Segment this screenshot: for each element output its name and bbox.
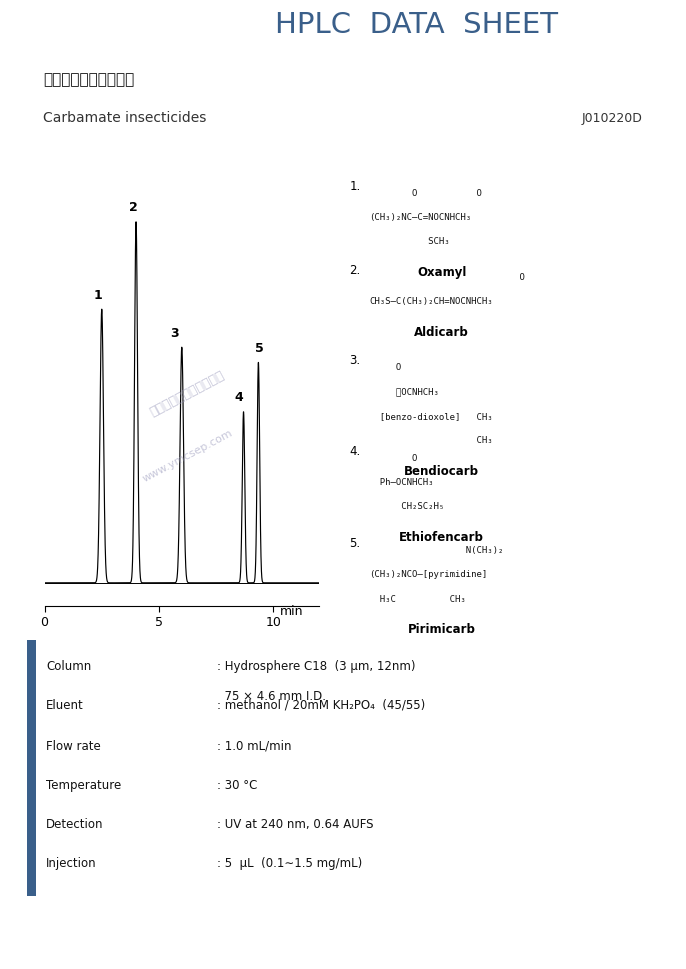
Text: : 1.0 mL/min: : 1.0 mL/min — [217, 739, 292, 753]
Text: : 5  μL  (0.1∼1.5 mg/mL): : 5 μL (0.1∼1.5 mg/mL) — [217, 857, 362, 869]
Text: : methanol / 20mM KH₂PO₄  (45/55): : methanol / 20mM KH₂PO₄ (45/55) — [217, 699, 425, 711]
Text: Aldicarb: Aldicarb — [414, 326, 469, 338]
Text: Detection: Detection — [47, 818, 104, 831]
Text: (CH₃)₂NCO–[pyrimidine]: (CH₃)₂NCO–[pyrimidine] — [369, 571, 488, 579]
Text: 3.: 3. — [350, 355, 361, 367]
Text: Bendiocarb: Bendiocarb — [404, 464, 480, 478]
Text: 1: 1 — [93, 289, 102, 301]
Text: Pirimicarb: Pirimicarb — [408, 623, 475, 637]
Text: 75 × 4.6 mm I.D.: 75 × 4.6 mm I.D. — [217, 690, 326, 703]
Text: CH₃: CH₃ — [369, 436, 493, 445]
Text: : UV at 240 nm, 0.64 AUFS: : UV at 240 nm, 0.64 AUFS — [217, 818, 373, 831]
Text: Oxamyl: Oxamyl — [417, 266, 466, 279]
Text: SCH₃: SCH₃ — [369, 237, 450, 246]
Text: : 30 °C: : 30 °C — [217, 779, 257, 793]
Text: 2: 2 — [129, 202, 138, 214]
Text: O: O — [369, 363, 401, 372]
Text: Injection: Injection — [47, 857, 97, 869]
Bar — [27, 640, 36, 896]
Text: O: O — [369, 453, 418, 462]
Text: 1.: 1. — [350, 180, 361, 193]
Text: [benzo-dioxole]   CH₃: [benzo-dioxole] CH₃ — [369, 412, 493, 421]
Text: HPLC  DATA  SHEET: HPLC DATA SHEET — [275, 12, 558, 39]
Text: J010220D: J010220D — [582, 111, 643, 125]
Text: CH₃S–C(CH₃)₂CH=NOCNHCH₃: CH₃S–C(CH₃)₂CH=NOCNHCH₃ — [369, 297, 493, 306]
Text: Temperature: Temperature — [47, 779, 121, 793]
Text: (CH₃)₂NC–C=NOCNHCH₃: (CH₃)₂NC–C=NOCNHCH₃ — [369, 213, 471, 222]
Text: H₃C          CH₃: H₃C CH₃ — [369, 595, 466, 604]
Text: : Hydrosphere C18  (3 μm, 12nm): : Hydrosphere C18 (3 μm, 12nm) — [217, 660, 415, 673]
Text: 4: 4 — [234, 391, 243, 404]
Text: SEPARATION TECHNOLOGY: SEPARATION TECHNOLOGY — [12, 39, 70, 43]
Text: N(CH₃)₂: N(CH₃)₂ — [369, 547, 504, 555]
Text: 5.: 5. — [350, 537, 361, 550]
Text: 4.: 4. — [350, 445, 361, 457]
Text: 3: 3 — [171, 327, 179, 339]
Text: www.ymcsep.com: www.ymcsep.com — [141, 427, 234, 484]
Text: O: O — [369, 272, 525, 282]
Text: O           O: O O — [369, 189, 482, 198]
Text: YMC: YMC — [12, 6, 56, 24]
Text: Ethiofencarb: Ethiofencarb — [399, 531, 484, 544]
Text: ∥OCNHCH₃: ∥OCNHCH₃ — [369, 388, 439, 396]
Text: 2.: 2. — [350, 264, 361, 277]
Text: Ph–OCNHCH₃: Ph–OCNHCH₃ — [369, 478, 434, 486]
Text: 深圳凯米斯科技有限公司: 深圳凯米斯科技有限公司 — [147, 369, 227, 420]
Text: CH₂SC₂H₅: CH₂SC₂H₅ — [369, 502, 445, 511]
Text: カルバメート系殺虫劑: カルバメート系殺虫劑 — [43, 73, 134, 87]
Text: min: min — [280, 605, 304, 618]
Text: Eluent: Eluent — [47, 699, 84, 711]
Text: Column: Column — [47, 660, 92, 673]
Text: Flow rate: Flow rate — [47, 739, 101, 753]
Text: 5: 5 — [255, 342, 264, 355]
Text: Carbamate insecticides: Carbamate insecticides — [43, 111, 206, 125]
